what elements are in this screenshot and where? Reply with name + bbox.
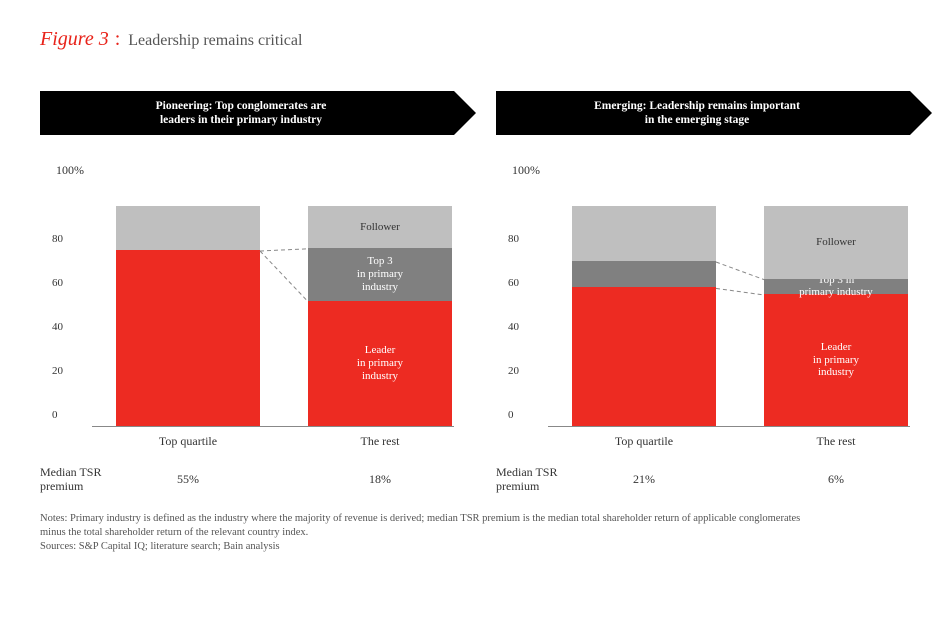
notes-line: minus the total shareholder return of th… (40, 526, 910, 540)
y-axis-tick: 0 (508, 409, 514, 421)
figure-caption: Leadership remains critical (128, 32, 302, 49)
notes-line: Notes: Primary industry is defined as th… (40, 512, 910, 526)
x-category-label: The rest (764, 434, 908, 449)
stacked-bar: Leaderin primaryindustryTop 3in primaryi… (308, 207, 452, 426)
stacked-bar (116, 207, 260, 426)
segment-follower: Follower (308, 206, 452, 248)
tsr-label: Median TSRpremium (496, 465, 558, 494)
chart-panel: Pioneering: Top conglomerates areleaders… (40, 91, 454, 494)
segment-follower (572, 206, 716, 261)
segment-top3 (572, 261, 716, 287)
y-axis-tick: 40 (508, 321, 519, 333)
tsr-row: Median TSRpremium 55% 18% (40, 465, 454, 494)
y-axis-tick: 20 (52, 365, 63, 377)
panels-row: Pioneering: Top conglomerates areleaders… (40, 91, 910, 494)
y-axis-tick: 80 (52, 233, 63, 245)
tsr-value: 55% (116, 472, 260, 487)
y-axis-tick: 60 (508, 277, 519, 289)
figure-title: Figure 3: Leadership remains critical (40, 28, 910, 51)
segment-follower: Follower (764, 206, 908, 279)
segment-leader: Leaderin primaryindustry (764, 294, 908, 426)
segment-leader: Leaderin primaryindustry (308, 301, 452, 426)
chart-box: 100%020406080Leaderin primaryindustryTop… (496, 167, 910, 427)
stacked-bar: Leaderin primaryindustryTop 3 inprimary … (764, 207, 908, 426)
segment-leader (572, 287, 716, 426)
y-axis-tick: 40 (52, 321, 63, 333)
stacked-bar (572, 207, 716, 426)
segment-follower (116, 206, 260, 250)
panel-banner: Pioneering: Top conglomerates areleaders… (40, 91, 454, 135)
x-category-label: Top quartile (116, 434, 260, 449)
segment-leader (116, 250, 260, 426)
x-category-label: The rest (308, 434, 452, 449)
footnotes: Notes: Primary industry is defined as th… (40, 512, 910, 555)
chart-panel: Emerging: Leadership remains importantin… (496, 91, 910, 494)
sources-line: Sources: S&P Capital IQ; literature sear… (40, 540, 910, 554)
tsr-label: Median TSRpremium (40, 465, 102, 494)
figure-colon: : (115, 28, 121, 50)
tsr-value: 6% (764, 472, 908, 487)
tsr-value: 18% (308, 472, 452, 487)
y-axis-max-label: 100% (56, 163, 84, 178)
plot-area: Leaderin primaryindustryTop 3 inprimary … (548, 207, 910, 427)
segment-top3: Top 3 inprimary industry (764, 279, 908, 294)
y-axis-tick: 20 (508, 365, 519, 377)
plot-area: Leaderin primaryindustryTop 3in primaryi… (92, 207, 454, 427)
figure-number: Figure 3 (40, 28, 109, 50)
y-axis-tick: 60 (52, 277, 63, 289)
y-axis-max-label: 100% (512, 163, 540, 178)
tsr-row: Median TSRpremium 21% 6% (496, 465, 910, 494)
y-axis-tick: 80 (508, 233, 519, 245)
panel-banner: Emerging: Leadership remains importantin… (496, 91, 910, 135)
tsr-value: 21% (572, 472, 716, 487)
y-axis-tick: 0 (52, 409, 58, 421)
x-category-label: Top quartile (572, 434, 716, 449)
segment-top3: Top 3in primaryindustry (308, 248, 452, 301)
chart-box: 100%020406080Leaderin primaryindustryTop… (40, 167, 454, 427)
